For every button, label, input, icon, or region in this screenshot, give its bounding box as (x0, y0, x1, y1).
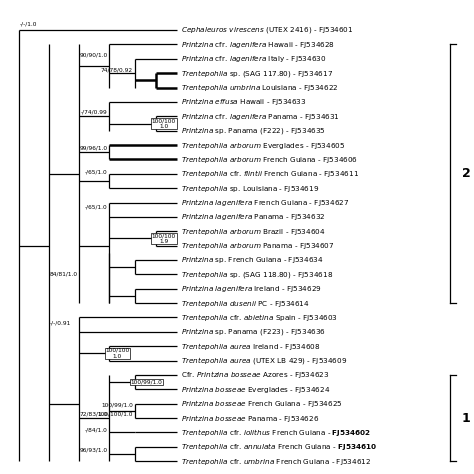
Text: 100/99/1.0: 100/99/1.0 (101, 402, 133, 408)
Text: 90/90/1.0: 90/90/1.0 (79, 52, 108, 57)
Text: $\it{Printzina}$ sp. Panama (F222) - FJ534635: $\it{Printzina}$ sp. Panama (F222) - FJ5… (181, 125, 326, 136)
Text: $\it{Cephaleuros}$ $\it{virescens}$ (UTEX 2416) - FJ534601: $\it{Cephaleuros}$ $\it{virescens}$ (UTE… (181, 25, 354, 35)
Text: $\it{Trentepohlia}$ $\it{arborum}$ Brazil - FJ534604: $\it{Trentepohlia}$ $\it{arborum}$ Brazi… (181, 226, 326, 237)
Text: $\it{Trentepohlia}$ cfr. $\it{annulata}$ French Guiana - $\bf{FJ534610}$: $\it{Trentepohlia}$ cfr. $\it{annulata}$… (181, 441, 377, 452)
Text: $\it{Printzina}$ sp. Panama (F223) - FJ534636: $\it{Printzina}$ sp. Panama (F223) - FJ5… (181, 326, 326, 337)
Text: 100/100
1.0: 100/100 1.0 (152, 118, 176, 129)
Text: $\it{Printzina}$ sp. French Guiana - FJ534634: $\it{Printzina}$ sp. French Guiana - FJ5… (181, 255, 324, 265)
Text: 84/81/1.0: 84/81/1.0 (49, 272, 78, 277)
Text: $\it{Trentepohlia}$ sp. (SAG 117.80) - FJ534617: $\it{Trentepohlia}$ sp. (SAG 117.80) - F… (181, 68, 333, 79)
Text: 2: 2 (462, 167, 471, 180)
Text: $\it{Printzina}$ $\it{lagenifera}$ Panama - FJ534632: $\it{Printzina}$ $\it{lagenifera}$ Panam… (181, 211, 326, 222)
Text: $\it{Trentepohlia}$ cfr. $\it{abietina}$ Spain - FJ534603: $\it{Trentepohlia}$ cfr. $\it{abietina}$… (181, 312, 338, 323)
Text: -/74/0.99: -/74/0.99 (81, 109, 108, 115)
Text: $\it{Trentepohlia}$ cfr. $\it{umbrina}$ French Guiana - FJ534612: $\it{Trentepohlia}$ cfr. $\it{umbrina}$ … (181, 456, 371, 466)
Text: $\it{Printzina}$ $\it{effusa}$ Hawaii - FJ534633: $\it{Printzina}$ $\it{effusa}$ Hawaii - … (181, 96, 307, 108)
Text: $\it{Trentepohlia}$ cfr. $\it{flintii}$ French Guiana - FJ534611: $\it{Trentepohlia}$ cfr. $\it{flintii}$ … (181, 168, 359, 179)
Text: $\it{Printzina}$ cfr. $\it{lagenifera}$ Panama - FJ534631: $\it{Printzina}$ cfr. $\it{lagenifera}$ … (181, 111, 340, 122)
Text: -/65/1.0: -/65/1.0 (85, 170, 108, 175)
Text: $\it{Trentepohlia}$ sp. Louisiana - FJ534619: $\it{Trentepohlia}$ sp. Louisiana - FJ53… (181, 182, 319, 194)
Text: $\it{Trentepohlia}$ $\it{dusenii}$ PC - FJ534614: $\it{Trentepohlia}$ $\it{dusenii}$ PC - … (181, 298, 310, 309)
Text: $\it{Printzina}$ $\it{bosseae}$ Panama - FJ534626: $\it{Printzina}$ $\it{bosseae}$ Panama -… (181, 412, 319, 423)
Text: -/65/1.0: -/65/1.0 (85, 204, 108, 210)
Text: 100/100/1.0: 100/100/1.0 (98, 411, 133, 416)
Text: 96/93/1.0: 96/93/1.0 (79, 447, 108, 452)
Text: $\it{Trentepohlia}$ $\it{aurea}$ Ireland - FJ534608: $\it{Trentepohlia}$ $\it{aurea}$ Ireland… (181, 341, 320, 352)
Text: $\it{Printzina}$ $\it{bosseae}$ Everglades - FJ534624: $\it{Printzina}$ $\it{bosseae}$ Everglad… (181, 384, 330, 395)
Text: Cfr. $\it{Printzina}$ $\it{bosseae}$ Azores - FJ534623: Cfr. $\it{Printzina}$ $\it{bosseae}$ Azo… (181, 369, 330, 381)
Text: $\it{Printzina}$ $\it{lagenifera}$ Ireland - FJ534629: $\it{Printzina}$ $\it{lagenifera}$ Irela… (181, 283, 322, 294)
Text: $\it{Trentepohlia}$ $\it{umbrina}$ Louisiana - FJ534622: $\it{Trentepohlia}$ $\it{umbrina}$ Louis… (181, 82, 339, 93)
Text: $\it{Trentepohlia}$ $\it{arborum}$ Panama - FJ534607: $\it{Trentepohlia}$ $\it{arborum}$ Panam… (181, 240, 335, 251)
Text: 74/78/0.92: 74/78/0.92 (101, 68, 133, 73)
Text: $\it{Printzina}$ $\it{bosseae}$ French Guiana - FJ534625: $\it{Printzina}$ $\it{bosseae}$ French G… (181, 398, 343, 409)
Text: $\it{Printzina}$ cfr. $\it{lagenifera}$ Hawaii - FJ534628: $\it{Printzina}$ cfr. $\it{lagenifera}$ … (181, 39, 335, 50)
Text: 100/100
1.9: 100/100 1.9 (152, 233, 176, 244)
Text: -/-/0.91: -/-/0.91 (49, 321, 71, 326)
Text: $\it{Trentepohlia}$ sp. (SAG 118.80) - FJ534618: $\it{Trentepohlia}$ sp. (SAG 118.80) - F… (181, 269, 333, 280)
Text: $\it{Trentepohlia}$ $\it{arborum}$ French Guiana - FJ534606: $\it{Trentepohlia}$ $\it{arborum}$ Frenc… (181, 154, 358, 165)
Text: 100/99/1.0: 100/99/1.0 (131, 380, 163, 384)
Text: $\it{Printzina}$ cfr. $\it{lagenifera}$ Italy - FJ534630: $\it{Printzina}$ cfr. $\it{lagenifera}$ … (181, 54, 327, 64)
Text: $\it{Printzina}$ $\it{lagenifera}$ French Guiana - FJ534627: $\it{Printzina}$ $\it{lagenifera}$ Frenc… (181, 197, 349, 208)
Text: $\it{Trentepohlia}$ cfr. $\it{iolithus}$ French Guiana - $\bf{FJ534602}$: $\it{Trentepohlia}$ cfr. $\it{iolithus}$… (181, 427, 371, 438)
Text: -/84/1.0: -/84/1.0 (84, 427, 108, 432)
Text: 99/96/1.0: 99/96/1.0 (79, 146, 108, 150)
Text: $\it{Trentepohlia}$ $\it{aurea}$ (UTEX LB 429) - FJ534609: $\it{Trentepohlia}$ $\it{aurea}$ (UTEX L… (181, 355, 347, 366)
Text: 100/100
1.0: 100/100 1.0 (105, 348, 129, 359)
Text: $\it{Trentepohlia}$ $\it{arborum}$ Everglades - FJ534605: $\it{Trentepohlia}$ $\it{arborum}$ Everg… (181, 139, 346, 151)
Text: 1: 1 (462, 411, 471, 425)
Text: -/-/1.0: -/-/1.0 (19, 22, 37, 27)
Text: 72/83/1.0: 72/83/1.0 (79, 411, 108, 416)
